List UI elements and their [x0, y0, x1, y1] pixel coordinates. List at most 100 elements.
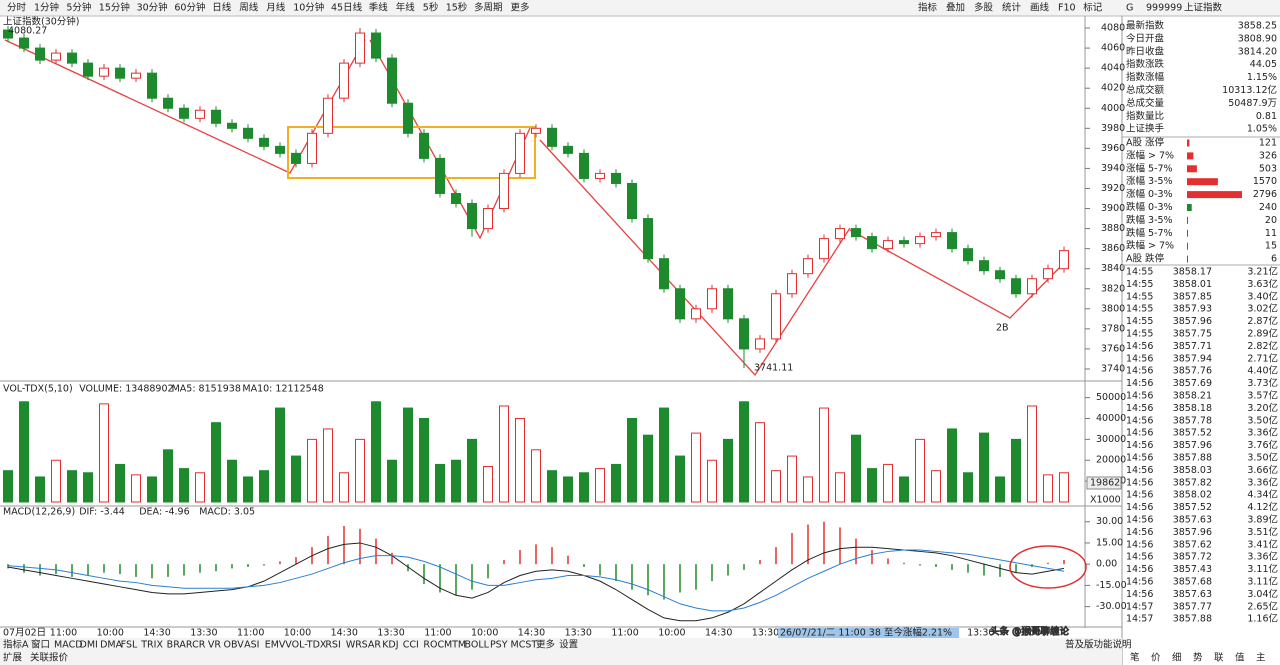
period-button[interactable]: 5分钟 [66, 2, 91, 14]
volume-bar [483, 466, 493, 503]
tick-volume: 1.16亿 [1247, 613, 1278, 625]
period-button[interactable]: 日线 [212, 2, 232, 14]
tick-time: 14:56 [1126, 539, 1153, 550]
tick-volume: 2.65亿 [1247, 600, 1278, 612]
indicator-tab[interactable]: RSI [325, 640, 340, 651]
tick-volume: 3.73亿 [1247, 377, 1278, 389]
tool-button[interactable]: F10 [1058, 3, 1076, 14]
indicator-tab[interactable]: ASI [244, 640, 259, 651]
tool-button[interactable]: 多股 [974, 2, 994, 14]
side-tab[interactable]: 细 [1172, 652, 1182, 664]
volume-bar [83, 472, 93, 503]
candle-body [323, 97, 333, 134]
indicator-tab[interactable]: PSY [490, 640, 508, 651]
indicator-tab[interactable]: 设置 [559, 640, 578, 651]
tool-button[interactable]: 指标 [918, 2, 938, 14]
indicator-tab[interactable]: FSL [121, 640, 138, 651]
period-button[interactable]: 月线 [266, 2, 286, 14]
indicator-tab[interactable]: EMV [265, 640, 286, 651]
indicator-tab[interactable]: BRAR [167, 640, 193, 651]
indicator-tab[interactable]: CCI [403, 640, 419, 651]
breadth-label: 跌幅 0-3% [1126, 201, 1173, 213]
side-tab[interactable]: 价 [1151, 653, 1161, 664]
period-button[interactable]: 多周期 [474, 2, 503, 14]
quote-value: 10313.12亿 [1222, 84, 1277, 96]
volume-bar [355, 438, 365, 503]
period-button[interactable]: 分时 [7, 2, 27, 14]
tick-time: 14:56 [1126, 353, 1153, 364]
period-button[interactable]: 60分钟 [174, 2, 205, 14]
volume-bar [131, 474, 141, 503]
tool-button[interactable]: 标记 [1083, 2, 1103, 14]
indicator-tab[interactable]: VR [208, 640, 221, 651]
period-button[interactable]: 1分钟 [34, 2, 59, 14]
period-button[interactable]: 5秒 [423, 2, 439, 14]
breadth-bar [1187, 165, 1197, 173]
quote-value: 50487.9万 [1228, 98, 1277, 109]
period-button[interactable]: 15分钟 [99, 2, 130, 14]
side-tab[interactable]: 值 [1235, 652, 1245, 664]
y-tick-label: 3820 [1101, 283, 1125, 294]
indicator-tab[interactable]: TRIX [140, 640, 163, 651]
indicator-tab[interactable]: CR [192, 640, 206, 651]
indicator-tab[interactable]: DMA [100, 640, 123, 651]
candle-body [515, 132, 525, 174]
side-tab[interactable]: 联 [1214, 653, 1224, 664]
tool-button[interactable]: 统计 [1002, 2, 1022, 14]
tool-button[interactable]: 画线 [1030, 2, 1050, 14]
help-link[interactable]: 普及版功能说明 [1065, 639, 1132, 651]
indicator-tab[interactable]: MCST [511, 640, 538, 651]
tool-button[interactable]: 叠加 [946, 3, 965, 14]
volume-bar [1059, 472, 1069, 503]
period-button[interactable]: 周线 [239, 2, 259, 14]
candle-body [979, 260, 989, 272]
volume-bar [35, 476, 45, 503]
candle-body [307, 132, 317, 164]
indicator-tab[interactable]: 指标A [3, 639, 29, 651]
candle-body [99, 67, 109, 77]
volume-bar [723, 438, 733, 503]
candle-body [259, 137, 269, 147]
tick-price: 3857.43 [1173, 564, 1212, 575]
volume-bar [707, 459, 717, 503]
side-tab[interactable]: 主 [1256, 652, 1266, 664]
indicator-tab[interactable]: 窗口 [31, 639, 50, 651]
tick-time: 14:57 [1126, 614, 1153, 625]
time-label: 14:30 [331, 628, 358, 639]
time-label: 13:30 [565, 628, 592, 639]
tick-volume: 3.21亿 [1247, 266, 1278, 278]
y-tick-label: 4000 [1101, 103, 1125, 114]
period-button[interactable]: 15秒 [446, 2, 468, 14]
indicator-tab[interactable]: WR [346, 640, 362, 651]
indicator-tab[interactable]: BOLL [465, 640, 490, 651]
tick-volume: 3.11亿 [1247, 563, 1278, 575]
tick-time: 14:55 [1126, 316, 1153, 327]
indicator-tab[interactable]: KDJ [382, 640, 398, 651]
breadth-bar [1187, 204, 1192, 211]
indicator-tab[interactable]: SAR [362, 640, 382, 651]
period-button[interactable]: 季线 [369, 2, 389, 14]
side-tab[interactable]: 势 [1193, 652, 1203, 664]
period-button[interactable]: 年线 [396, 2, 416, 14]
extra-tab[interactable]: 扩展 [3, 652, 23, 664]
period-button[interactable]: 30分钟 [137, 2, 168, 14]
tick-time: 14:56 [1126, 502, 1153, 513]
indicator-tab[interactable]: 更多 [536, 639, 555, 651]
side-tab[interactable]: 笔 [1130, 652, 1140, 664]
period-button[interactable]: 更多 [511, 2, 530, 14]
indicator-tab[interactable]: MACD [54, 640, 82, 651]
tick-price: 3857.75 [1173, 329, 1212, 340]
period-button[interactable]: 10分钟 [293, 2, 324, 14]
volume-bar [1027, 405, 1037, 503]
candle-body [19, 37, 29, 49]
period-button[interactable]: 45日线 [331, 2, 363, 14]
indicator-tab[interactable]: DMI [80, 640, 98, 651]
candle-body [131, 72, 141, 79]
indicator-tab[interactable]: MTM [444, 640, 466, 651]
indicator-tab[interactable]: OBV [224, 640, 245, 651]
extra-tab[interactable]: 关联报价 [30, 652, 69, 664]
tick-price: 3857.62 [1173, 539, 1212, 550]
indicator-tab[interactable]: ROC [423, 640, 444, 651]
indicator-tab[interactable]: VOL-TDX [285, 640, 327, 651]
quote-value: 44.05 [1250, 59, 1277, 70]
